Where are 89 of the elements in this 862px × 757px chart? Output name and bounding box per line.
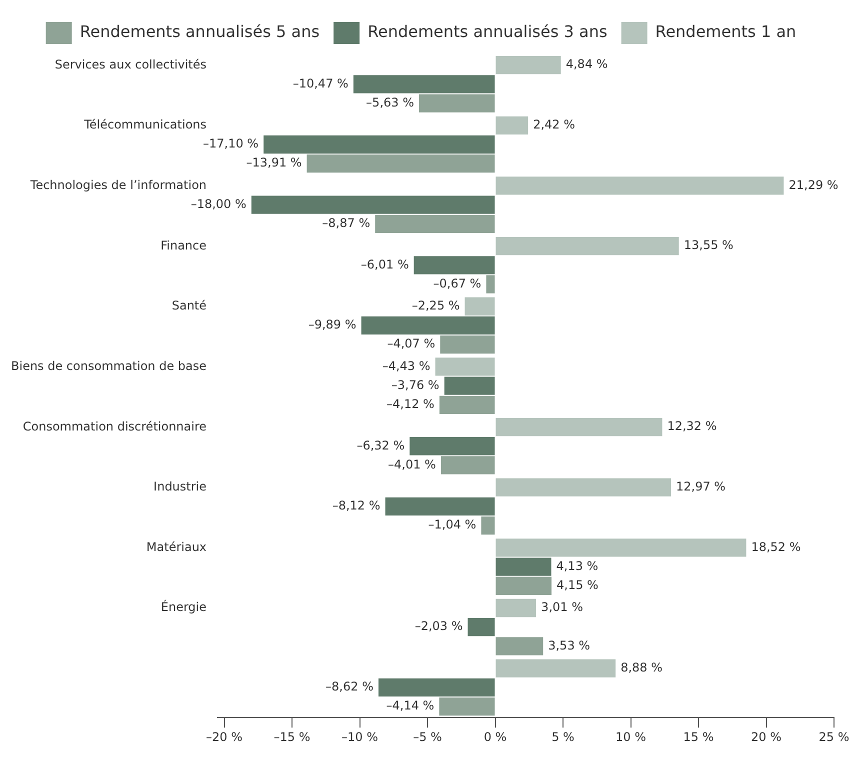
bar — [251, 196, 495, 214]
data-label: 18,52 % — [751, 540, 801, 554]
y-tick-label: Services aux collectivités — [54, 57, 207, 72]
y-tick-label: Matériaux — [146, 540, 207, 554]
bar — [375, 214, 495, 233]
data-label: 4,13 % — [556, 558, 598, 573]
data-label: 4,15 % — [556, 578, 598, 592]
x-tick-label: –5 % — [413, 730, 442, 744]
bar — [439, 697, 495, 716]
data-label: –8,62 % — [326, 680, 374, 694]
bar — [435, 358, 495, 376]
bar — [496, 538, 746, 557]
data-label: 3,01 % — [541, 600, 583, 614]
y-tick-label: Technologies de l’information — [29, 178, 207, 192]
bar — [496, 576, 552, 595]
data-label: –0,67 % — [433, 276, 482, 290]
data-label: –3,76 % — [391, 378, 440, 392]
data-label: –4,14 % — [386, 698, 434, 713]
data-label: –6,32 % — [356, 438, 405, 452]
data-label: –8,87 % — [322, 216, 370, 230]
y-tick-label: Consommation discrétionnaire — [22, 419, 207, 434]
data-label: –5,63 % — [366, 95, 414, 110]
x-tick-label: 25 % — [818, 730, 850, 744]
bar — [444, 376, 495, 395]
bar — [496, 558, 552, 576]
bar — [468, 618, 495, 636]
data-label: 8,88 % — [620, 660, 663, 674]
data-label: 12,32 % — [667, 419, 717, 434]
bar — [464, 297, 495, 316]
bar — [496, 418, 662, 436]
data-label: –6,01 % — [360, 257, 409, 272]
bar — [496, 56, 561, 74]
bar — [440, 336, 495, 354]
bar — [496, 176, 784, 195]
y-tick-label: Industrie — [154, 480, 207, 494]
bar — [419, 94, 495, 112]
data-label: 4,84 % — [566, 57, 608, 72]
y-tick-label: Biens de consommation de base — [10, 358, 207, 373]
x-tick-label: –20 % — [206, 730, 243, 744]
data-label: 13,55 % — [684, 238, 734, 252]
bar — [481, 516, 495, 535]
data-label: –4,12 % — [386, 397, 434, 412]
data-label: –2,03 % — [414, 619, 463, 634]
bar — [353, 75, 495, 94]
bar — [496, 236, 679, 256]
data-label: –4,01 % — [388, 457, 436, 472]
x-tick-label: –15 % — [274, 730, 310, 744]
legend-label: Rendements annualisés 3 ans — [368, 22, 608, 42]
data-label: –1,04 % — [428, 518, 476, 532]
data-label: 12,97 % — [676, 479, 726, 494]
data-label: 21,29 % — [788, 178, 838, 192]
bar — [440, 456, 495, 474]
bar — [306, 154, 495, 173]
data-label: –18,00 % — [190, 196, 246, 211]
x-tick-label: 10 % — [616, 730, 646, 744]
bar — [496, 598, 536, 618]
x-tick-label: 0 % — [484, 730, 507, 744]
y-tick-label: Énergie — [160, 599, 207, 614]
bar — [378, 678, 495, 697]
y-tick-label: Télécommunications — [83, 118, 207, 132]
data-label: –2,25 % — [412, 298, 460, 312]
x-tick-label: 20 % — [751, 730, 782, 744]
data-label: –4,07 % — [387, 336, 436, 351]
x-tick-label: 5 % — [552, 730, 574, 744]
x-tick-label: –10 % — [342, 730, 378, 744]
data-label: –8,12 % — [332, 498, 380, 513]
bar — [439, 396, 495, 414]
bar — [496, 637, 544, 656]
data-label: –13,91 % — [246, 156, 302, 170]
data-label: 2,42 % — [533, 118, 576, 132]
x-tick-label: 15 % — [683, 730, 714, 744]
bar — [385, 497, 495, 516]
data-label: –10,47 % — [292, 76, 348, 90]
data-label: –17,10 % — [203, 136, 259, 151]
data-label: 3,53 % — [548, 638, 590, 652]
bar — [361, 316, 495, 335]
y-tick-label: Finance — [160, 238, 207, 252]
bar — [496, 659, 616, 678]
legend-label: Rendements 1 an — [655, 22, 796, 42]
data-label: –4,43 % — [382, 358, 430, 373]
legend-label: Rendements annualisés 5 ans — [80, 22, 320, 42]
bar — [414, 256, 495, 274]
bar — [496, 116, 528, 134]
data-label: –9,89 % — [308, 318, 356, 332]
bar — [496, 478, 672, 496]
bar — [264, 135, 495, 154]
bar — [486, 275, 495, 294]
y-tick-label: Santé — [172, 298, 207, 313]
bar — [410, 437, 495, 456]
